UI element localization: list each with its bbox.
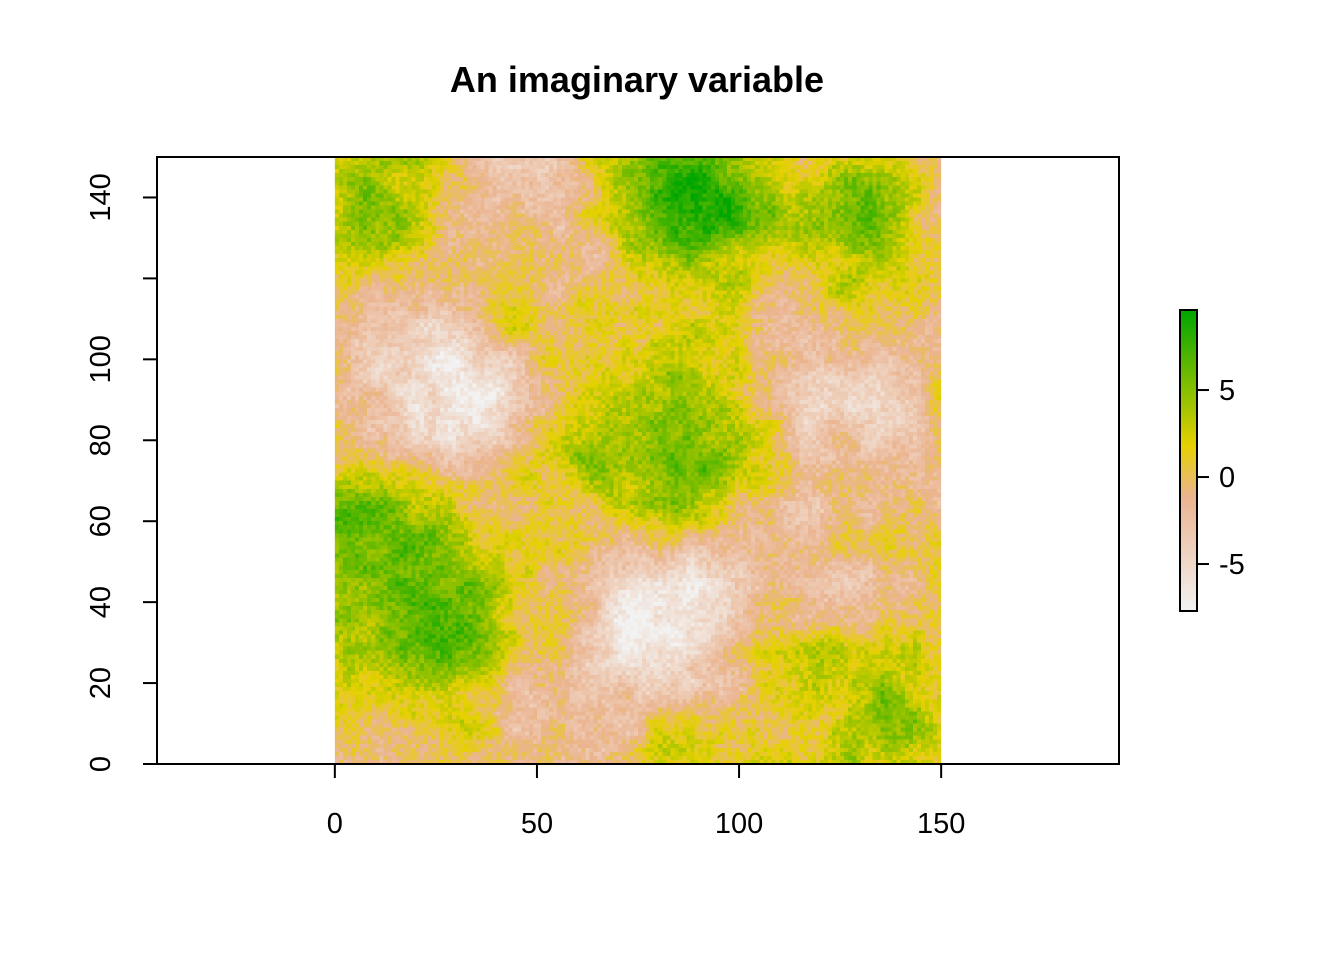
colorbar-tick-label: -5 — [1219, 549, 1245, 581]
colorbar-ticks: -5 0 5 — [1197, 375, 1245, 581]
colorbar-gradient — [1180, 310, 1197, 611]
x-tick-label: 50 — [521, 808, 553, 840]
raster-heatmap — [334, 157, 942, 764]
colorbar-tick-label: 5 — [1219, 375, 1235, 407]
plot-region — [156, 156, 1120, 765]
y-tick-label: 0 — [85, 756, 117, 772]
colorbar-tick-label: 0 — [1219, 462, 1235, 494]
y-axis: 0 20 40 60 80 100 140 — [85, 173, 158, 772]
x-tick-label: 100 — [715, 808, 763, 840]
y-tick-label: 140 — [85, 173, 117, 221]
chart-title: An imaginary variable — [450, 59, 824, 100]
y-tick-label: 80 — [85, 424, 117, 456]
y-tick-label: 60 — [85, 505, 117, 537]
x-tick-label: 150 — [917, 808, 965, 840]
x-axis: 0 50 100 150 — [327, 763, 965, 840]
colorbar-legend: -5 0 5 — [1179, 309, 1245, 612]
colorbar-frame — [1179, 309, 1198, 612]
y-tick-label: 100 — [85, 335, 117, 383]
x-tick-label: 0 — [327, 808, 343, 840]
y-tick-label: 20 — [85, 667, 117, 699]
y-tick-label: 40 — [85, 586, 117, 618]
